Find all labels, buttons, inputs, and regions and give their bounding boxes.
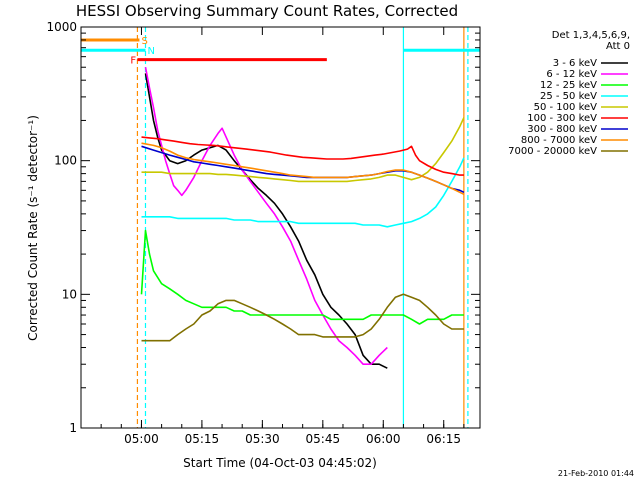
plot-frame: [80, 26, 481, 429]
series-line-5: [141, 117, 465, 183]
series-line-4: [141, 157, 465, 228]
y-tick-label-2: 10: [62, 287, 77, 301]
series-line-9: [141, 293, 464, 342]
legend-header-attenuator: Att 0: [606, 41, 630, 52]
x-axis: 05:00 05:15 05:30 05:45 06:00 06:15: [100, 27, 465, 446]
x-tick-label-4: 05:45: [306, 432, 341, 446]
legend-header-detectors: Det 1,3,4,5,6,9,: [552, 30, 630, 41]
flag-label-n: N: [147, 46, 154, 57]
series-line-3: [140, 229, 464, 325]
legend-entry-label-6: 100 - 300 keV: [527, 113, 597, 124]
y-tick-label-4: 1000: [46, 20, 77, 34]
legend-entry-label-9: 7000 - 20000 keV: [508, 146, 597, 157]
legend-entry-label-1: 3 - 6 keV: [553, 58, 597, 69]
flag-label-f: F: [130, 56, 136, 67]
x-tick-label-3: 05:30: [245, 432, 280, 446]
chart-title: HESSI Observing Summary Count Rates, Cor…: [76, 2, 458, 20]
x-axis-label: Start Time (04-Oct-03 04:45:02): [183, 456, 377, 470]
legend-entry-label-3: 12 - 25 keV: [540, 80, 597, 91]
date-stamp: 21-Feb-2010 01:44: [558, 469, 634, 478]
x-tick-label-2: 05:15: [185, 432, 220, 446]
plot-area: SNF: [81, 27, 480, 428]
x-tick-label-1: 05:00: [124, 432, 159, 446]
y-tick-label-1: 1: [69, 421, 77, 435]
y-tick-label-3: 100: [54, 154, 77, 168]
legend-entry-label-5: 50 - 100 keV: [534, 102, 598, 113]
legend-entry-label-8: 800 - 7000 keV: [521, 135, 597, 146]
series-line-6: [141, 136, 464, 176]
legend-entry-label-2: 6 - 12 keV: [546, 69, 597, 80]
legend-entry-label-7: 300 - 800 keV: [527, 124, 597, 135]
legend-entry-label-4: 25 - 50 keV: [540, 91, 597, 102]
y-axis-label: Corrected Count Rate (s⁻¹ detector⁻¹): [26, 115, 40, 341]
flag-label-s: S: [141, 36, 147, 47]
x-tick-label-6: 06:15: [426, 432, 461, 446]
series-line-8: [141, 142, 465, 196]
y-axis: 1 10 100 1000: [46, 20, 480, 435]
x-tick-label-5: 06:00: [366, 432, 401, 446]
